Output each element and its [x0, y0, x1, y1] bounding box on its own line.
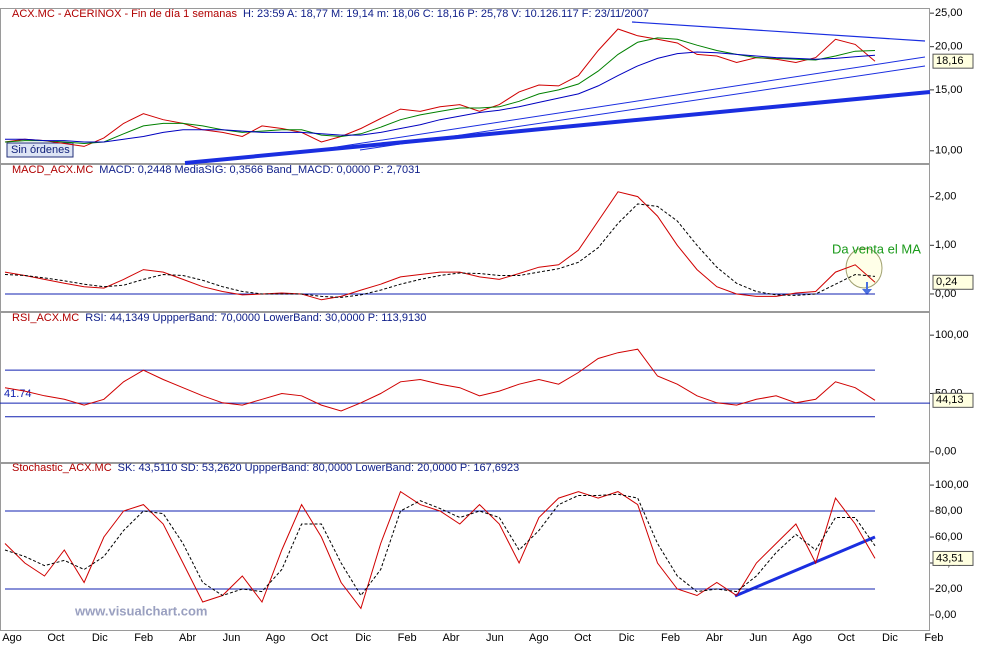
y-tick-label: 20,00	[935, 41, 963, 53]
trend-line	[734, 535, 876, 598]
series-line	[4, 348, 876, 412]
trend-lines	[184, 21, 931, 598]
trend-line	[329, 56, 926, 149]
price-frame	[0, 8, 930, 164]
series-line	[5, 51, 876, 143]
y-tick-label: 1,00	[935, 239, 956, 251]
header-name: MACD_ACX.MC	[12, 164, 93, 176]
x-tick-label: Dic	[92, 632, 108, 644]
value-box	[932, 550, 974, 566]
y-tick-label: 0,00	[935, 609, 956, 621]
value-box-label: 18,16	[936, 55, 964, 67]
value-box	[932, 274, 974, 290]
x-tick-label: Feb	[924, 632, 943, 644]
macd-frame	[0, 164, 930, 312]
annotation-arrow	[862, 282, 872, 295]
value-box	[932, 392, 974, 408]
x-tick-label: Oct	[574, 632, 591, 644]
x-tick-label: Ago	[529, 632, 549, 644]
x-tick-label: Ago	[792, 632, 812, 644]
panel-header: ACX.MC - ACERINOX - Fin de día 1 semanas…	[12, 8, 649, 20]
status-box	[6, 142, 74, 158]
x-tick-label: Abr	[442, 632, 459, 644]
x-tick-label: Dic	[355, 632, 371, 644]
y-tick-label: 2,00	[935, 191, 956, 203]
x-tick-label: Feb	[134, 632, 153, 644]
value-box-label: 0,24	[936, 276, 957, 288]
series-line	[4, 203, 876, 298]
header-info: RSI: 44,1349 UppperBand: 70,0000 LowerBa…	[85, 312, 426, 324]
x-tick-label: Jun	[486, 632, 504, 644]
x-tick-label: Dic	[882, 632, 898, 644]
x-tick-label: Feb	[661, 632, 680, 644]
value-box-label: 44,13	[936, 394, 964, 406]
y-tick-label: 0,00	[935, 288, 956, 300]
header-info: MACD: 0,2448 MediaSIG: 0,3566 Band_MACD:…	[99, 164, 420, 176]
x-tick-label: Oct	[838, 632, 855, 644]
x-tick-label: Jun	[749, 632, 767, 644]
x-tick-label: Jun	[223, 632, 241, 644]
series-line	[4, 37, 876, 145]
x-tick-label: Abr	[706, 632, 723, 644]
header-name: Stochastic_ACX.MC	[12, 462, 112, 474]
header-info: H: 23:59 A: 18,77 M: 19,14 m: 18,06 C: 1…	[243, 8, 649, 20]
header-name: RSI_ACX.MC	[12, 312, 79, 324]
header-name: ACX.MC - ACERINOX - Fin de día 1 semanas	[12, 8, 237, 20]
x-tick-label: Dic	[619, 632, 635, 644]
x-tick-label: Oct	[47, 632, 64, 644]
series-line	[4, 28, 876, 147]
y-tick-label: 0,00	[935, 446, 956, 458]
series-line	[4, 493, 876, 597]
watermark: www.visualchart.com	[74, 603, 207, 618]
value-box-label: 43,51	[936, 552, 964, 564]
annotation: Da venta el MA	[832, 241, 921, 256]
x-tick-label: Oct	[311, 632, 328, 644]
y-tick-label: 10,00	[935, 145, 963, 157]
panel-header: RSI_ACX.MC RSI: 44,1349 UppperBand: 70,00…	[12, 312, 426, 324]
x-tick-label: Abr	[179, 632, 196, 644]
stoch-frame	[0, 462, 930, 631]
y-tick-label: 60,00	[935, 531, 963, 543]
panel-header: MACD_ACX.MC MACD: 0,2448 MediaSIG: 0,3566…	[12, 164, 420, 176]
x-tick-label: Ago	[266, 632, 286, 644]
y-tick-label: 80,00	[935, 505, 963, 517]
x-tick-label: Feb	[398, 632, 417, 644]
trend-line	[359, 65, 926, 151]
y-tick-label: 100,00	[935, 329, 969, 341]
frames	[0, 8, 930, 631]
trend-line	[631, 21, 926, 42]
y-tick-label: 25,00	[935, 7, 963, 19]
panel-header: Stochastic_ACX.MC SK: 43,5110 SD: 53,2620…	[12, 462, 519, 474]
rsi-frame	[0, 312, 930, 464]
x-tick-label: Ago	[2, 632, 22, 644]
y-tick-label: 20,00	[935, 583, 963, 595]
status-label: Sin órdenes	[11, 144, 70, 156]
series-line	[4, 191, 876, 301]
y-tick-label: 15,00	[935, 84, 963, 96]
value-box	[932, 53, 974, 69]
header-info: SK: 43,5110 SD: 53,2620 UppperBand: 80,0…	[118, 462, 520, 474]
y-tick-label: 100,00	[935, 479, 969, 491]
trend-line	[184, 90, 931, 165]
